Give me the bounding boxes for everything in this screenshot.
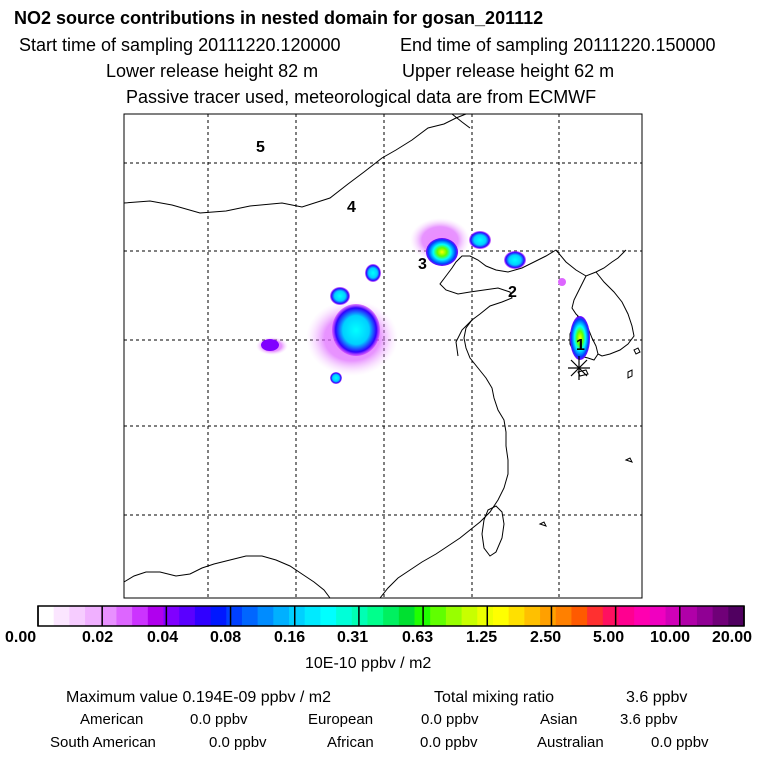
coastlines bbox=[123, 113, 641, 599]
colorbar-tick-label: 5.00 bbox=[593, 629, 625, 646]
end-time-label: End time of sampling 20111220.150000 bbox=[400, 35, 716, 55]
colorbar-cell bbox=[602, 606, 620, 626]
colorbar-cell bbox=[163, 606, 180, 626]
plume-korea bbox=[570, 316, 590, 360]
chart-title: NO2 source contributions in nested domai… bbox=[14, 8, 544, 28]
south-american-label: South American bbox=[50, 734, 156, 751]
colorbar-cell bbox=[304, 606, 321, 626]
plume-dot-korea bbox=[558, 278, 566, 286]
colorbar-tick-label: 20.00 bbox=[712, 629, 753, 646]
plume-dalian bbox=[504, 251, 526, 269]
colorbar-cell bbox=[257, 606, 274, 626]
african-value: 0.0 ppbv bbox=[420, 734, 478, 751]
colorbar-tick-label: 2.50 bbox=[530, 629, 562, 646]
colorbar-tick-label: 0.00 bbox=[5, 629, 37, 646]
colorbar-cell bbox=[179, 606, 196, 626]
colorbar-cell bbox=[53, 606, 70, 626]
asian-label: Asian bbox=[540, 711, 578, 728]
colorbar-cell bbox=[132, 606, 149, 626]
colorbar-cell bbox=[477, 606, 494, 626]
colorbar-tick-label: 0.16 bbox=[274, 629, 306, 646]
region-label-2: 2 bbox=[508, 284, 517, 301]
colorbar-cell bbox=[100, 606, 118, 626]
region-label-3: 3 bbox=[418, 256, 427, 273]
colorbar-cell bbox=[492, 606, 510, 626]
colorbar-cell bbox=[618, 606, 635, 626]
total-mixing-label: Total mixing ratio bbox=[434, 689, 555, 706]
colorbar-cell bbox=[194, 606, 212, 626]
american-label: American bbox=[80, 711, 144, 728]
plume-west bbox=[261, 339, 279, 351]
lower-release-label: Lower release height 82 m bbox=[106, 61, 319, 81]
colorbar-tick-label: 0.63 bbox=[402, 629, 434, 646]
colorbar-cell bbox=[524, 606, 541, 626]
no2-plumes bbox=[256, 218, 590, 384]
colorbar-cell bbox=[712, 606, 729, 626]
colorbar-cell bbox=[445, 606, 463, 626]
colorbar-cell bbox=[430, 606, 447, 626]
colorbar-cell bbox=[508, 606, 525, 626]
colorbar-cell bbox=[540, 606, 557, 626]
colorbar-cell bbox=[226, 606, 243, 626]
colorbar-cell bbox=[147, 606, 165, 626]
region-label-4: 4 bbox=[347, 199, 356, 216]
colorbar-unit: 10E-10 ppbv / m2 bbox=[305, 655, 432, 672]
south-american-value: 0.0 ppbv bbox=[209, 734, 267, 751]
australian-value: 0.0 ppbv bbox=[651, 734, 709, 751]
colorbar-cell bbox=[383, 606, 400, 626]
colorbar-tick-label: 0.02 bbox=[82, 629, 114, 646]
tracer-note: Passive tracer used, meteorological data… bbox=[126, 87, 597, 107]
colorbar-cell bbox=[461, 606, 478, 626]
colorbar-tick-label: 10.00 bbox=[650, 629, 691, 646]
colorbar-cell bbox=[210, 606, 227, 626]
max-value: Maximum value 0.194E-09 ppbv / m2 bbox=[66, 689, 332, 706]
colorbar-cell bbox=[367, 606, 384, 626]
colorbar-cell bbox=[351, 606, 369, 626]
plume-south-small bbox=[330, 372, 342, 384]
colorbar-cell bbox=[696, 606, 714, 626]
colorbar-tick-label: 0.08 bbox=[210, 629, 242, 646]
plume-beijing bbox=[426, 238, 458, 266]
colorbar-cell bbox=[728, 606, 745, 626]
colorbar-cell bbox=[634, 606, 651, 626]
colorbar-cell bbox=[289, 606, 306, 626]
colorbar-tick-label: 1.25 bbox=[466, 629, 498, 646]
plume-central bbox=[332, 304, 380, 356]
colorbar-cell bbox=[85, 606, 102, 626]
colorbar-cell bbox=[116, 606, 133, 626]
receptor-marker bbox=[568, 356, 590, 380]
region-label-1: 1 bbox=[576, 337, 585, 354]
american-value: 0.0 ppbv bbox=[190, 711, 248, 728]
asian-value: 3.6 ppbv bbox=[620, 711, 678, 728]
colorbar-cell bbox=[38, 606, 55, 626]
plume-tianjin bbox=[469, 231, 491, 249]
total-mixing-value: 3.6 ppbv bbox=[626, 689, 688, 706]
plume-central-north bbox=[330, 287, 350, 305]
colorbar-cell bbox=[571, 606, 588, 626]
colorbar-cell bbox=[587, 606, 604, 626]
colorbar-tick-label: 0.31 bbox=[337, 629, 369, 646]
start-time-label: Start time of sampling 20111220.120000 bbox=[19, 35, 341, 55]
colorbar-cell bbox=[649, 606, 667, 626]
african-label: African bbox=[327, 734, 374, 751]
colorbar-tick-label: 0.04 bbox=[147, 629, 179, 646]
colorbar-cell bbox=[398, 606, 416, 626]
colorbar-cell bbox=[320, 606, 337, 626]
colorbar-cell bbox=[681, 606, 698, 626]
colorbar-cell bbox=[555, 606, 573, 626]
australian-label: Australian bbox=[537, 734, 604, 751]
region-label-5: 5 bbox=[256, 139, 265, 156]
colorbar-cell bbox=[241, 606, 259, 626]
colorbar-cell bbox=[69, 606, 86, 626]
upper-release-label: Upper release height 62 m bbox=[402, 61, 615, 81]
colorbar-cell bbox=[273, 606, 290, 626]
colorbar-cell bbox=[665, 606, 682, 626]
european-label: European bbox=[308, 711, 374, 728]
european-value: 0.0 ppbv bbox=[421, 711, 479, 728]
plume-north-small bbox=[365, 264, 381, 282]
colorbar-cell bbox=[336, 606, 353, 626]
